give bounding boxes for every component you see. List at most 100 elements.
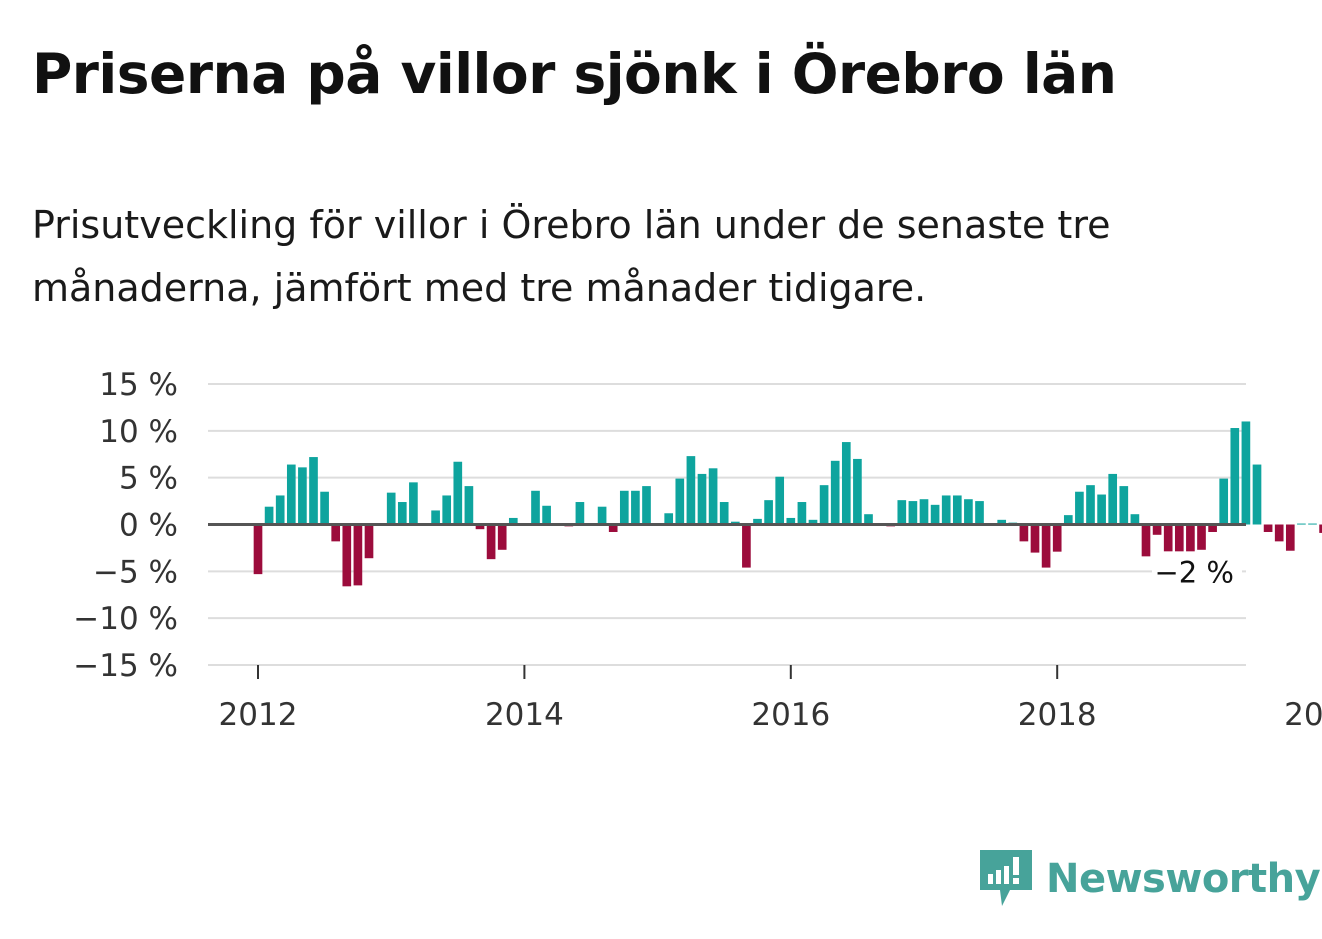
newsworthy-logo-icon (980, 850, 1032, 906)
bar (775, 476, 785, 525)
bar-series (253, 421, 1322, 587)
bar (331, 524, 341, 542)
bar (675, 478, 685, 525)
y-tick-label: −10 % (73, 601, 178, 637)
bar (320, 491, 329, 525)
bar (575, 502, 585, 525)
bar (897, 500, 907, 525)
x-tick-label: 2020 (1284, 697, 1322, 733)
gridlines (208, 383, 1246, 666)
bar (286, 464, 296, 525)
bar (642, 486, 651, 525)
bar (1030, 524, 1040, 553)
x-tick-label: 2014 (485, 697, 564, 733)
bar (364, 524, 374, 559)
bar (764, 500, 773, 525)
bar (952, 495, 962, 525)
newsworthy-logo: Newsworthy (980, 850, 1321, 908)
bar (964, 499, 973, 525)
bar (1263, 524, 1273, 532)
bar (264, 506, 274, 525)
annotation: −2 % (1152, 551, 1242, 592)
bar (442, 495, 452, 525)
annotation-bg (1152, 551, 1242, 592)
bar (1152, 524, 1162, 535)
bar (1219, 478, 1229, 525)
bar (1108, 473, 1118, 525)
bar (908, 501, 918, 525)
bar (475, 524, 485, 530)
bar (497, 524, 507, 550)
y-tick-label: 5 % (119, 461, 178, 497)
annotation-label: −2 % (1154, 555, 1234, 589)
bar (1119, 486, 1129, 525)
bar (1141, 524, 1151, 557)
bar (298, 467, 307, 525)
bar (1230, 428, 1240, 525)
bar (1163, 524, 1173, 565)
brand-name: Newsworthy (1046, 856, 1321, 902)
bar (742, 524, 751, 568)
bar (309, 457, 318, 525)
bar (786, 517, 796, 525)
bar (431, 510, 440, 525)
bar (619, 490, 629, 525)
bar (1241, 421, 1251, 525)
bar (997, 519, 1007, 525)
bar (1208, 524, 1217, 532)
bar (1052, 524, 1062, 552)
bar (253, 524, 263, 575)
bar (1174, 524, 1184, 561)
bar (1252, 464, 1262, 525)
bar (409, 482, 418, 525)
bar (853, 458, 862, 525)
bar (531, 490, 540, 525)
bar (919, 499, 929, 525)
bar (453, 461, 463, 525)
bar (1019, 524, 1029, 542)
bar (697, 473, 707, 525)
bar (1285, 524, 1295, 551)
y-tick-label: 10 % (99, 414, 178, 450)
y-tick-label: 15 % (99, 367, 178, 403)
y-axis: 15 % 10 % 5 % 0 % −5 % −10 % −15 % (73, 367, 178, 684)
bar (686, 456, 696, 525)
bar-chart: 15 % 10 % 5 % 0 % −5 % −10 % −15 % 2012 2014 201… (73, 367, 1322, 733)
bar (1308, 523, 1317, 525)
bar (1186, 524, 1195, 568)
x-tick-label: 2018 (1018, 697, 1097, 733)
bar (1130, 514, 1140, 525)
bar (386, 492, 396, 525)
bar (1319, 524, 1322, 533)
bar (542, 505, 551, 525)
bar (719, 502, 729, 525)
bar (1063, 515, 1073, 525)
bar (631, 490, 640, 525)
bar (753, 518, 762, 525)
bar (608, 524, 618, 532)
bar (708, 468, 718, 525)
bar (597, 506, 607, 525)
bar (975, 501, 984, 525)
bar (353, 524, 363, 586)
chart-subtitle: Prisutveckling för villor i Örebro län u… (32, 203, 1111, 310)
bar (941, 495, 951, 525)
bar (397, 502, 407, 525)
bar (664, 513, 674, 525)
bar (819, 485, 829, 525)
bar (342, 524, 352, 587)
y-tick-label: 0 % (119, 508, 178, 544)
chart-title: Priserna på villor sjönk i Örebro län (32, 42, 1117, 106)
bar (1297, 523, 1306, 525)
bar (830, 460, 840, 525)
bar (797, 502, 807, 525)
bar (1274, 524, 1284, 542)
bar (841, 442, 851, 525)
x-tick-label: 2016 (751, 697, 830, 733)
bar (508, 517, 518, 525)
x-axis: 20122014201620182020202220242026 (219, 665, 1322, 733)
bar (1197, 524, 1206, 550)
bar (930, 504, 940, 525)
bar (1041, 524, 1051, 568)
y-tick-label: −15 % (73, 648, 178, 684)
